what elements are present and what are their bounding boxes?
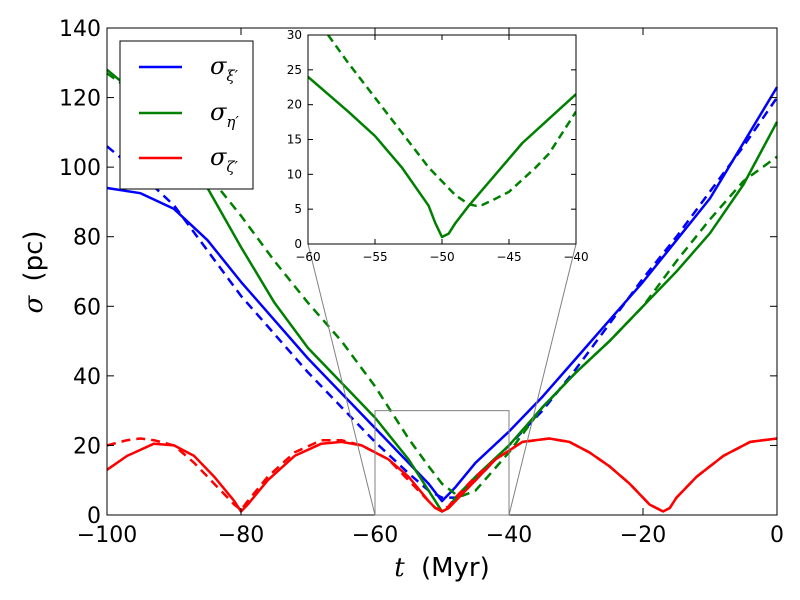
series-line--dashed bbox=[106, 72, 778, 498]
inset-y-tick-label: 20 bbox=[287, 98, 302, 112]
legend-label-zeta: σζ′ bbox=[210, 143, 239, 176]
zoom-connector-left bbox=[307, 243, 376, 516]
inset-x-tick-label: −50 bbox=[429, 250, 454, 264]
x-tick-label: −80 bbox=[218, 523, 264, 548]
y-tick-label: 80 bbox=[73, 226, 101, 251]
y-axis-title: σ (pc) bbox=[19, 230, 49, 313]
y-axis-var: σ bbox=[19, 295, 49, 314]
inset-x-tick-label: −60 bbox=[295, 250, 320, 264]
inset-y-tick-label: 30 bbox=[287, 28, 302, 42]
inset-series-group bbox=[308, 35, 576, 239]
legend-label-eta: ση′ bbox=[210, 98, 239, 131]
inset-x-tick-label: −40 bbox=[563, 250, 588, 264]
x-axis-unit: (Myr) bbox=[421, 553, 490, 583]
inset-y-tick-label: 25 bbox=[287, 63, 302, 77]
inset-x-tick-label: −45 bbox=[496, 250, 521, 264]
y-tick-label: 40 bbox=[73, 365, 101, 390]
inset-series-line--solid-zoom- bbox=[308, 75, 576, 239]
x-axis-title: t (Myr) bbox=[394, 553, 490, 583]
series-line--solid bbox=[106, 437, 778, 513]
y-tick-label: 100 bbox=[59, 156, 101, 181]
legend-label-xi: σξ′ bbox=[210, 52, 239, 85]
inset-y-tick-label: 10 bbox=[287, 167, 302, 181]
inset-y-tick-label: 5 bbox=[294, 202, 302, 216]
inset-y-tick-label: 15 bbox=[287, 133, 302, 147]
zoom-indicator bbox=[307, 243, 577, 516]
main-series-group bbox=[106, 68, 779, 513]
inset-series-line--dashed-zoom- bbox=[327, 35, 576, 207]
x-tick-label: −40 bbox=[486, 523, 532, 548]
inset-chart: −60 −55 −50 −45 −40 0 5 10 15 20 25 30 bbox=[287, 28, 589, 264]
y-axis-unit: (pc) bbox=[19, 230, 49, 281]
inset-y-tick-label: 0 bbox=[294, 237, 302, 251]
x-tick-label: −100 bbox=[77, 523, 137, 548]
legend: σξ′ ση′ σζ′ bbox=[119, 40, 254, 190]
zoom-connector-right bbox=[508, 243, 577, 516]
x-tick-label: 0 bbox=[770, 523, 784, 548]
x-axis-var: t bbox=[394, 553, 405, 583]
x-tick-label: −20 bbox=[620, 523, 666, 548]
inset-background bbox=[308, 35, 576, 244]
x-tick-label: −60 bbox=[352, 523, 398, 548]
inset-axis-ticks: −60 −55 −50 −45 −40 0 5 10 15 20 25 30 bbox=[287, 28, 589, 264]
series-line--dashed bbox=[106, 437, 778, 513]
legend-box bbox=[119, 40, 254, 190]
series-line--dashed bbox=[106, 96, 779, 499]
y-tick-label: 20 bbox=[73, 434, 101, 459]
y-tick-label: 140 bbox=[59, 17, 101, 42]
y-tick-label: 120 bbox=[59, 87, 101, 112]
y-tick-label: 0 bbox=[87, 504, 101, 529]
series-line--solid bbox=[106, 86, 779, 503]
zoom-box bbox=[374, 410, 510, 516]
y-tick-label: 60 bbox=[73, 295, 101, 320]
inset-x-tick-label: −55 bbox=[362, 250, 387, 264]
